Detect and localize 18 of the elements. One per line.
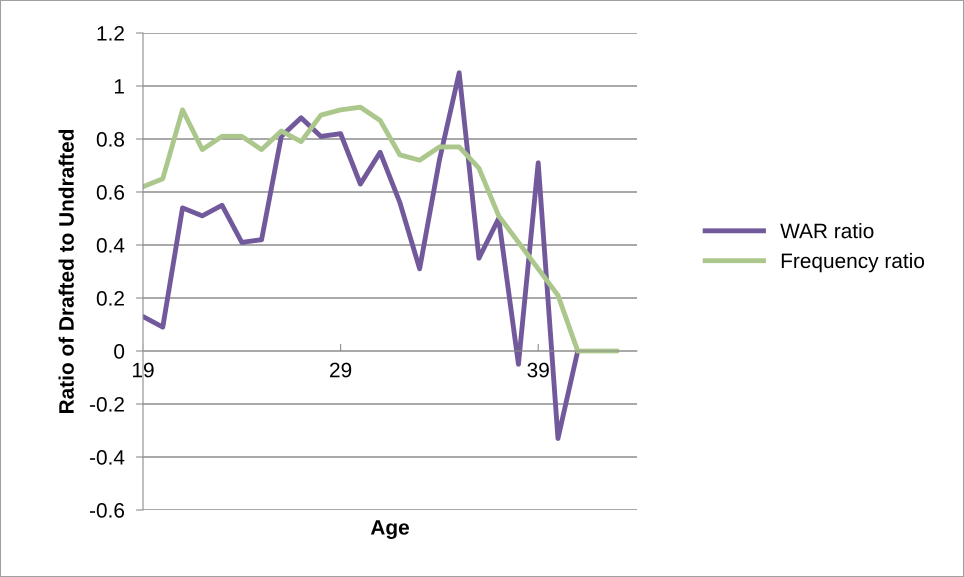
x-tick-label: 39 (527, 362, 549, 378)
y-tick-label: -0.2 (90, 397, 124, 412)
line-series (143, 104, 620, 354)
y-tick-label: 1.2 (98, 26, 124, 41)
y-axis-title: Ratio of Drafted to Undrafted (58, 130, 74, 414)
x-axis-title: Age (370, 520, 409, 539)
legend-label: WAR ratio (780, 223, 874, 238)
x-tick-label: 29 (330, 362, 352, 378)
y-tick-label: 0.4 (96, 238, 124, 253)
legend-label: Frequency ratio (782, 252, 924, 272)
y-tick-label: 0 (114, 344, 124, 359)
y-tick-label: 1 (114, 79, 124, 94)
y-tick-label: 0.6 (96, 185, 124, 200)
y-tick-label: -0.4 (90, 450, 124, 465)
y-tick-label: -0.6 (90, 503, 124, 518)
x-tick-label: 19 (133, 362, 154, 378)
y-tick-label: 0.2 (96, 291, 124, 306)
y-tick-label: 0.8 (96, 132, 124, 147)
